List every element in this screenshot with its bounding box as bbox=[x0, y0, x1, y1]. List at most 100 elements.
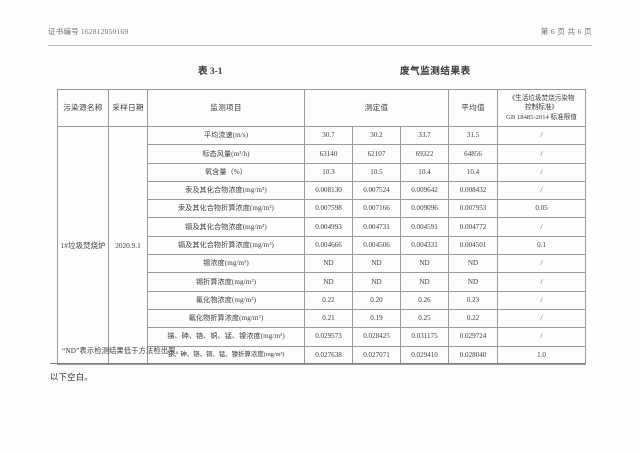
cell-standard-limit: / bbox=[497, 125, 587, 146]
table-row: 镉及其化合物浓度(mg/m³) 0.004993 0.004731 0.004591 0… bbox=[58, 217, 587, 237]
cell-average-value: 0.004772 bbox=[448, 217, 499, 237]
cell-measured-value: 0.004993 bbox=[304, 217, 353, 237]
cell-standard-limit: 0.05 bbox=[497, 199, 587, 219]
cell-monitor-item: 平均流速(m/s) bbox=[147, 125, 305, 146]
cell-measured-value: 63140 bbox=[304, 144, 353, 164]
cell-average-value: 10.4 bbox=[448, 162, 499, 182]
table-header: 污染源名称 采样日期 监测项目 测定值 平均值 《生活垃圾焚烧污染物 控制标准》… bbox=[57, 89, 587, 127]
cell-standard-limit: / bbox=[497, 217, 587, 237]
standard-limit-line-2: 控制标准》 bbox=[525, 104, 559, 112]
cell-measured-value: 0.004506 bbox=[352, 235, 401, 256]
cell-measured-value: ND bbox=[304, 272, 353, 292]
cell-measured-value: 0.008130 bbox=[304, 180, 353, 201]
cell-average-value: 0.23 bbox=[448, 290, 499, 310]
cell-standard-limit: / bbox=[497, 254, 587, 274]
cell-standard-limit: / bbox=[497, 180, 587, 201]
cell-monitor-item: 汞及其化合物折算浓度(mg/m³) bbox=[147, 199, 305, 219]
cell-measured-value: 0.20 bbox=[352, 290, 401, 310]
cell-average-value: 64856 bbox=[448, 144, 499, 164]
cell-measured-value: 0.027071 bbox=[352, 345, 401, 365]
cell-measured-value: 0.007166 bbox=[352, 199, 401, 219]
cell-standard-limit: / bbox=[497, 308, 587, 329]
cell-measured-value: 0.22 bbox=[304, 290, 353, 310]
cell-monitor-item: 氧含量（%） bbox=[147, 162, 305, 182]
cell-measured-value: 0.007598 bbox=[304, 199, 353, 219]
footnote-blank: 以下空白。 bbox=[50, 373, 93, 382]
cell-average-value: 0.007953 bbox=[448, 199, 499, 219]
cell-average-value: ND bbox=[448, 272, 499, 292]
cell-measured-value: 10.5 bbox=[352, 162, 401, 182]
footnote-nd: “ND”表示检测结果低于方法检出限。 bbox=[62, 347, 183, 355]
cell-measured-value: 0.004591 bbox=[399, 217, 450, 237]
cell-measured-value: 62107 bbox=[352, 144, 401, 164]
cell-measured-value: 0.028425 bbox=[352, 327, 401, 347]
column-header-standard-limit: 《生活垃圾焚烧污染物 控制标准》 GB 18485-2014 标准限值 bbox=[497, 89, 587, 127]
cell-average-value: 0.004501 bbox=[448, 235, 499, 256]
cell-measured-value: 10.3 bbox=[304, 162, 353, 182]
page-number: 第 6 页 共 6 页 bbox=[540, 27, 592, 36]
cell-measured-value: 30.7 bbox=[304, 125, 353, 146]
cell-average-value: 0.22 bbox=[448, 308, 499, 329]
column-header-measured-value: 测定值 bbox=[303, 89, 450, 127]
header-divider bbox=[48, 45, 592, 46]
cell-sample-date: 2020.9.1 bbox=[108, 126, 148, 365]
cell-standard-limit: 1.0 bbox=[497, 345, 587, 365]
cell-source-name: 1#垃圾焚烧炉 bbox=[57, 126, 109, 365]
cell-standard-limit: / bbox=[497, 144, 587, 164]
cell-measured-value: 0.029573 bbox=[304, 327, 353, 347]
cell-measured-value: 10.4 bbox=[399, 162, 450, 182]
cell-measured-value: 0.25 bbox=[399, 308, 450, 329]
cell-standard-limit: / bbox=[497, 162, 587, 182]
cell-measured-value: 0.004666 bbox=[304, 235, 353, 256]
certificate-number: 证书编号 162812050169 bbox=[48, 27, 129, 36]
cell-average-value: 0.029724 bbox=[448, 327, 499, 347]
cell-monitor-item: 镉及其化合物折算浓度(mg/m³) bbox=[147, 235, 305, 256]
cell-measured-value: 0.004331 bbox=[399, 235, 450, 256]
cell-measured-value: 0.031175 bbox=[399, 327, 450, 347]
cell-average-value: 0.008432 bbox=[448, 180, 499, 201]
cell-measured-value: 0.26 bbox=[399, 290, 450, 310]
cell-measured-value: 0.21 bbox=[304, 308, 353, 329]
cell-measured-value: ND bbox=[352, 254, 401, 274]
cell-monitor-item: 汞及其化合物浓度(mg/m³) bbox=[147, 180, 305, 201]
cell-measured-value: 0.027638 bbox=[304, 345, 353, 365]
cell-standard-limit: 0.1 bbox=[497, 235, 587, 256]
cell-measured-value: ND bbox=[399, 272, 450, 292]
column-header-source-name: 污染源名称 bbox=[57, 89, 109, 127]
table-row: 锡浓度(mg/m³) ND ND ND ND / bbox=[58, 254, 587, 274]
cell-measured-value: 30.2 bbox=[352, 125, 401, 146]
cell-monitor-item: 氟化物浓度(mg/m³) bbox=[147, 290, 305, 310]
standard-limit-line-3: GB 18485-2014 标准限值 bbox=[506, 113, 577, 121]
cell-measured-value: 0.19 bbox=[352, 308, 401, 329]
cell-measured-value: ND bbox=[304, 254, 353, 274]
cell-monitor-item: 氟化物折算浓度(mg/m³) bbox=[147, 308, 305, 329]
table-row: 汞及其化合物折算浓度(mg/m³) 0.007598 0.007166 0.00909… bbox=[58, 199, 587, 219]
cell-monitor-item: 镉及其化合物浓度(mg/m³) bbox=[147, 217, 305, 237]
document-running-header: 证书编号 162812050169 第 6 页 共 6 页 bbox=[48, 26, 592, 44]
table-row: 镉及其化合物折算浓度(mg/m³) 0.004666 0.004506 0.00433… bbox=[58, 235, 587, 256]
table-caption: 表 3-1 废气监测结果表 bbox=[48, 63, 592, 79]
cell-average-value: 0.028040 bbox=[448, 345, 499, 365]
standard-limit-line-1: 《生活垃圾焚烧污染物 bbox=[508, 94, 575, 102]
cell-measured-value: 0.029410 bbox=[399, 345, 450, 365]
cell-monitor-item: 锡折算浓度(mg/m³) bbox=[147, 272, 305, 292]
table-number: 表 3-1 bbox=[198, 67, 223, 77]
cell-measured-value: 0.009096 bbox=[399, 199, 450, 219]
cell-monitor-item: 锑、砷、铬、铜、锰、镍浓度(mg/m³) bbox=[147, 327, 305, 347]
table-row: 锑、砷、铬、铜、锰、镍浓度(mg/m³) 0.029573 0.028425 0.03… bbox=[58, 327, 587, 347]
cell-measured-value: 0.004731 bbox=[352, 217, 401, 237]
table-row: 1#垃圾焚烧炉 2020.9.1 平均流速(m/s) 30.7 30.2 33.7 31.5… bbox=[57, 125, 587, 365]
column-header-average-value: 平均值 bbox=[448, 89, 499, 127]
table-header-row: 污染源名称 采样日期 监测项目 测定值 平均值 《生活垃圾焚烧污染物 控制标准》… bbox=[57, 89, 587, 127]
footer-divider bbox=[50, 363, 585, 364]
cell-measured-value: 69322 bbox=[399, 144, 450, 164]
waste-gas-monitoring-table: 污染源名称 采样日期 监测项目 测定值 平均值 《生活垃圾焚烧污染物 控制标准》… bbox=[57, 89, 587, 365]
table-row: 锑、砷、铬、铜、锰、镍折算浓度(mg/m³) 0.027638 0.027071 0.… bbox=[58, 345, 587, 365]
cell-measured-value: ND bbox=[399, 254, 450, 274]
column-header-sample-date: 采样日期 bbox=[108, 89, 148, 127]
cell-standard-limit: / bbox=[497, 290, 587, 310]
table-title: 废气监测结果表 bbox=[400, 67, 471, 77]
cell-monitor-item: 标态风量(m³/h) bbox=[147, 144, 305, 164]
cell-standard-limit: / bbox=[497, 272, 587, 292]
